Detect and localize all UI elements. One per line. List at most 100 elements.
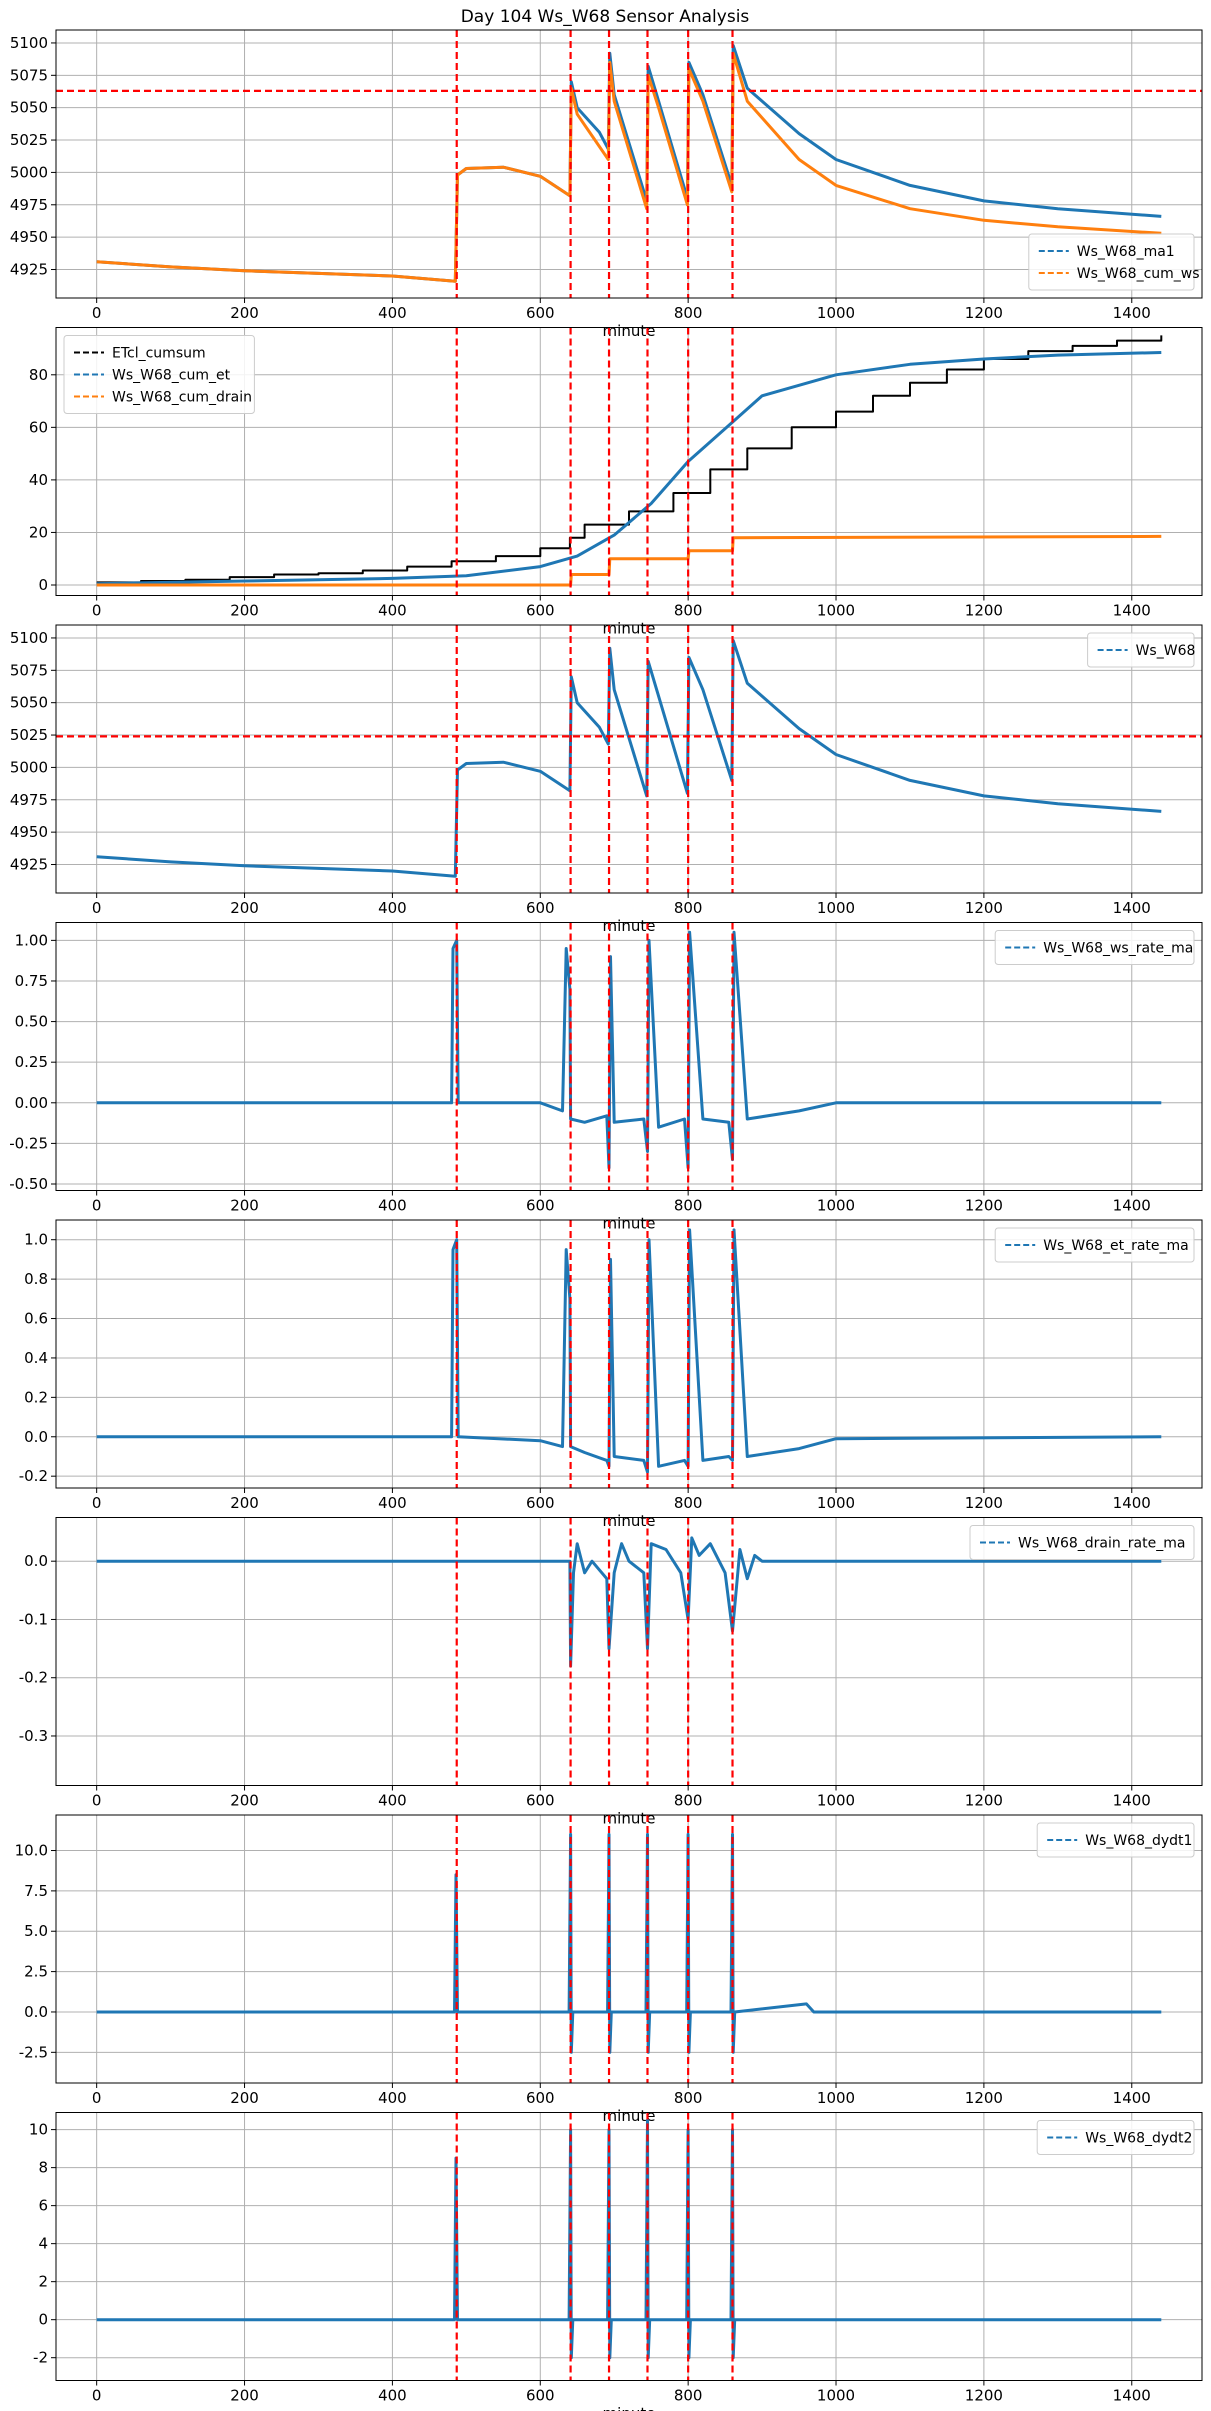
- y-tick-label: 0: [38, 576, 48, 594]
- legend: Ws_W68_ma1 Ws_W68_cum_ws: [1028, 233, 1200, 291]
- y-tick-label: 5025: [10, 131, 48, 149]
- x-tick-label: 600: [526, 602, 555, 620]
- y-tick-label: 8: [38, 2159, 48, 2177]
- y-tick-label: 4975: [10, 196, 48, 214]
- y-tick-label: 4950: [10, 228, 48, 246]
- legend-box: [1028, 233, 1195, 291]
- y-tick-label: 4950: [10, 823, 48, 841]
- x-tick-label: 1400: [1113, 602, 1151, 620]
- x-tick-label: 200: [230, 304, 259, 322]
- y-tick-label: 4925: [10, 856, 48, 874]
- axes-frame: [55, 2112, 1203, 2381]
- legend-label: Ws_W68_cum_ws: [1077, 266, 1200, 282]
- series-line-3-1: [96, 639, 1162, 878]
- legend: ETcl_cumsum Ws_W68_cum_et Ws_W68_cum_drain: [63, 335, 255, 414]
- legend-label: Ws_W68_dydt2: [1085, 2131, 1192, 2147]
- y-tick-label: 0.75: [15, 972, 48, 990]
- x-tick-label: 1200: [965, 1197, 1003, 1215]
- y-tick-label: 10.0: [15, 1842, 48, 1860]
- x-tick-label: 1200: [965, 2387, 1003, 2405]
- y-tick-label: 0.00: [15, 1094, 48, 1112]
- x-tick-label: 1400: [1113, 2387, 1151, 2405]
- y-tick-label: 0.6: [24, 1310, 48, 1328]
- x-axis-label: minute: [603, 1810, 656, 1828]
- y-tick-label: 0.25: [15, 1053, 48, 1071]
- y-tick-label: 2.5: [24, 1963, 48, 1981]
- x-tick-label: 200: [230, 1197, 259, 1215]
- x-tick-label: 600: [526, 304, 555, 322]
- y-tick-label: 5075: [10, 661, 48, 679]
- x-tick-label: 200: [230, 899, 259, 917]
- x-tick-label: 0: [92, 602, 102, 620]
- panel-6: 0 200 400 600 800 1000 1200 1400 -0.3 -0.2 -0.1 0.0…: [19, 1517, 1203, 1828]
- panel-5: 0 200 400 600 800 1000 1200 1400 -0.2 0.0 0.2 0.4 0.…: [19, 1219, 1203, 1530]
- x-tick-label: 1200: [965, 2089, 1003, 2107]
- y-tick-label: 5050: [10, 694, 48, 712]
- x-tick-label: 800: [674, 1792, 703, 1810]
- series-line-1-2: [96, 51, 1162, 283]
- panel-2: 0 200 400 600 800 1000 1200 1400 0 20 40 60 80 minute…: [29, 327, 1203, 638]
- y-tick-label: 0.2: [24, 1388, 48, 1406]
- panel-1: 0 200 400 600 800 1000 1200 1400 4925 4950 4975 500…: [10, 29, 1203, 340]
- y-tick-label: 10: [29, 2121, 48, 2139]
- x-tick-label: 0: [92, 2089, 102, 2107]
- axes-frame: [55, 1219, 1203, 1489]
- y-tick-label: 4: [38, 2235, 48, 2253]
- x-tick-label: 400: [378, 602, 407, 620]
- x-axis-label: minute: [603, 1215, 656, 1233]
- legend-box: [1036, 1822, 1195, 1858]
- x-tick-label: 200: [230, 602, 259, 620]
- x-tick-label: 800: [674, 899, 703, 917]
- y-tick-label: -0.50: [9, 1175, 48, 1193]
- x-tick-label: 1000: [817, 1494, 855, 1512]
- legend-box: [994, 1227, 1195, 1263]
- y-tick-label: 0.0: [24, 1428, 48, 1446]
- panel-4: 0 200 400 600 800 1000 1200 1400 -0.50 -0.25 0.00 0…: [9, 922, 1203, 1233]
- legend-box: [969, 1525, 1195, 1560]
- x-tick-label: 400: [378, 899, 407, 917]
- x-tick-label: 600: [526, 1197, 555, 1215]
- y-tick-label: 0.4: [24, 1349, 48, 1367]
- legend-label: Ws_W68_drain_rate_ma: [1018, 1536, 1185, 1552]
- x-tick-label: 1400: [1113, 1792, 1151, 1810]
- x-tick-label: 1200: [965, 304, 1003, 322]
- series-line-6-1: [96, 1536, 1162, 1668]
- series-line-5-1: [96, 1228, 1162, 1474]
- legend: Ws_W68_ws_rate_ma: [994, 930, 1195, 965]
- x-tick-label: 1200: [965, 899, 1003, 917]
- legend: Ws_W68_dydt1: [1036, 1822, 1195, 1858]
- y-tick-label: 5000: [10, 163, 48, 181]
- x-axis-label: minute: [603, 917, 656, 935]
- x-axis-label: minute: [603, 2405, 656, 2411]
- legend-label: Ws_W68_ma1: [1077, 244, 1175, 260]
- x-tick-label: 1200: [965, 1494, 1003, 1512]
- series-line-2-1: [96, 335, 1163, 584]
- series-line-4-1: [96, 930, 1162, 1170]
- series-line-7-1: [96, 1832, 1162, 2054]
- legend-label: Ws_W68_ws_rate_ma: [1043, 941, 1193, 957]
- y-tick-label: -0.1: [19, 1610, 48, 1628]
- x-tick-label: 1400: [1113, 2089, 1151, 2107]
- x-axis-label: minute: [603, 620, 656, 638]
- x-axis-label: minute: [603, 322, 656, 340]
- x-tick-label: 1000: [817, 899, 855, 917]
- y-tick-label: -0.25: [9, 1134, 48, 1152]
- y-tick-label: 5025: [10, 726, 48, 744]
- axes-frame: [55, 922, 1203, 1191]
- legend-label: Ws_W68_cum_drain: [112, 390, 252, 406]
- series-line-2-3: [96, 534, 1162, 587]
- x-tick-label: 800: [674, 2089, 703, 2107]
- x-tick-label: 400: [378, 1792, 407, 1810]
- x-tick-label: 1400: [1113, 304, 1151, 322]
- axes-frame: [55, 624, 1203, 894]
- x-tick-label: 800: [674, 1494, 703, 1512]
- legend-label: Ws_W68_cum_et: [112, 368, 231, 384]
- x-tick-label: 400: [378, 2089, 407, 2107]
- y-tick-label: 20: [29, 523, 48, 541]
- x-axis-label: minute: [603, 2107, 656, 2125]
- y-tick-label: 6: [38, 2197, 48, 2215]
- x-tick-label: 400: [378, 304, 407, 322]
- x-tick-label: 800: [674, 602, 703, 620]
- x-tick-label: 200: [230, 1494, 259, 1512]
